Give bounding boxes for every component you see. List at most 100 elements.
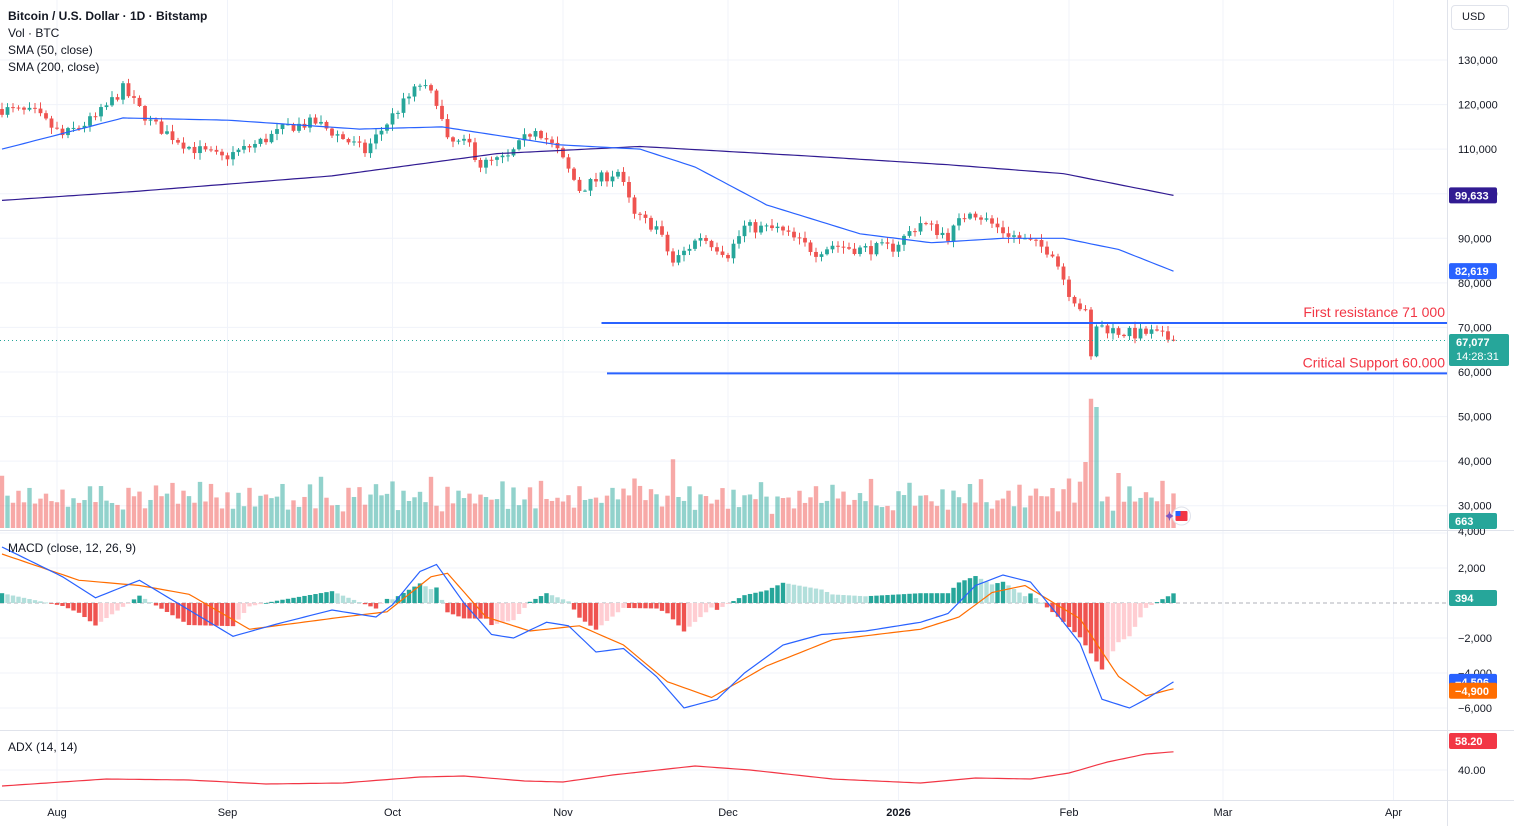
candle [583, 190, 587, 192]
currency-button[interactable]: USD [1451, 5, 1509, 30]
volume-bar [907, 482, 912, 528]
candle [55, 127, 59, 129]
candle [99, 107, 103, 117]
legend-macd[interactable]: MACD (close, 12, 26, 9) [8, 541, 137, 555]
macd-histogram-bar [797, 585, 802, 603]
volume-bar [1105, 496, 1110, 528]
candle [1056, 256, 1060, 267]
volume-bar [929, 501, 934, 528]
price-tick-label: 130,000 [1458, 55, 1498, 67]
candle [1094, 326, 1099, 357]
macd-histogram-bar [1077, 603, 1083, 638]
macd-histogram-bar [197, 603, 203, 626]
volume-bar [1160, 480, 1165, 528]
macd-histogram-bar [670, 603, 676, 620]
macd-histogram-bar [544, 593, 549, 603]
candle [726, 254, 730, 259]
macd-histogram-bar [736, 598, 742, 603]
macd-histogram-bar [731, 601, 736, 603]
candle [429, 85, 433, 91]
macd-histogram-bar [824, 591, 830, 603]
candle [885, 242, 890, 244]
price-tick-label: 50,000 [1458, 412, 1492, 424]
volume-bar [879, 507, 885, 528]
volume-bar [714, 499, 720, 528]
volume-bar [951, 490, 956, 528]
volume-bar [857, 493, 863, 528]
volume-bar [736, 507, 742, 528]
volume-bar [335, 504, 340, 528]
macd-histogram-bar [852, 595, 857, 603]
volume-bar [588, 498, 593, 528]
macd-histogram-bar [379, 603, 384, 604]
candle [1001, 227, 1005, 234]
last-price-badge: 67,077 14:28:31 [1449, 334, 1509, 366]
macd-histogram-bar [868, 595, 874, 603]
volume-bar [615, 499, 621, 528]
candle [990, 218, 994, 224]
volume-bar [21, 502, 27, 528]
macd-histogram-bar [692, 603, 698, 622]
flag-canton [1175, 511, 1181, 516]
candle [1111, 328, 1115, 334]
volume-bar [516, 505, 522, 528]
macd-histogram-bar [76, 603, 82, 613]
volume-bar [698, 494, 703, 528]
volume-bar [230, 508, 236, 528]
volume-bar [417, 491, 423, 528]
macd-histogram-bar [637, 603, 643, 609]
candle [869, 246, 873, 255]
legend-volume[interactable]: Vol · BTC [8, 26, 60, 40]
volume-bar [401, 490, 406, 528]
volume-bar [1116, 473, 1121, 528]
legend-sma200[interactable]: SMA (200, close) [8, 60, 100, 74]
macd-histogram-bar [1033, 598, 1039, 603]
macd-histogram-bar [703, 603, 709, 613]
macd-histogram-bar [274, 600, 280, 603]
macd-histogram-bar [65, 603, 71, 609]
volume-bar [43, 493, 49, 528]
symbol-title[interactable]: Bitcoin / U.S. Dollar · 1D · Bitstamp [8, 9, 208, 23]
candle [1067, 279, 1071, 297]
macd-histogram-bar [775, 585, 780, 603]
volume-bar [1154, 501, 1160, 528]
candle [539, 131, 543, 139]
macd-histogram-bar [995, 583, 1000, 603]
volume-bar [1121, 501, 1127, 528]
macd-histogram-bar [346, 597, 351, 603]
volume-bar [93, 502, 98, 528]
volume-bar [819, 502, 824, 528]
candle [49, 118, 54, 128]
time-axis-label: Aug [47, 807, 67, 819]
macd-histogram-bar [555, 597, 560, 603]
volume-bar [1127, 486, 1132, 528]
volume-bar [725, 508, 731, 528]
candle [1061, 266, 1066, 280]
volume-bar [302, 496, 307, 528]
time-axis-label: Sep [218, 807, 238, 819]
volume-bar [1138, 497, 1143, 528]
candle [308, 117, 312, 128]
volume-bars [0, 398, 1176, 528]
countdown-timer: 14:28:31 [1456, 351, 1499, 363]
candle [115, 97, 120, 100]
volume-bar [874, 505, 879, 528]
macd-histogram-bar [560, 599, 566, 603]
volume-bar [104, 500, 109, 528]
macd-histogram-bar [907, 593, 912, 603]
macd-histogram-bar [296, 596, 302, 603]
volume-bar [219, 508, 225, 528]
macd-histogram-bar [461, 603, 467, 619]
legend-adx[interactable]: ADX (14, 14) [8, 740, 78, 754]
macd-histogram-bar [71, 603, 76, 611]
macd-histogram-bar [230, 603, 236, 627]
candle [753, 222, 758, 233]
legend-sma50[interactable]: SMA (50, close) [8, 43, 93, 57]
macd-histogram-bar [49, 603, 54, 604]
candle [1050, 254, 1055, 257]
candle [324, 121, 329, 129]
candle [522, 134, 527, 141]
macd-histogram-bar [984, 581, 989, 603]
